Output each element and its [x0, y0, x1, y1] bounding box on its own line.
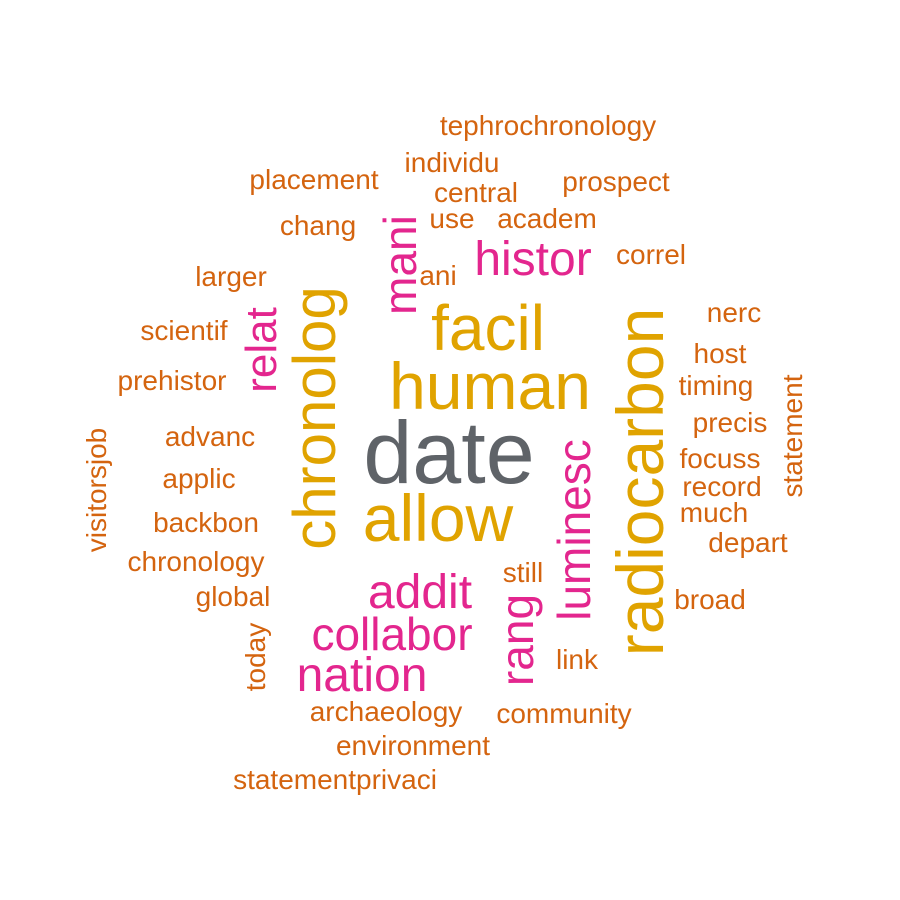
word-advanc: advanc [164, 421, 256, 452]
word-host: host [693, 338, 747, 369]
word-global: global [195, 581, 271, 612]
word-allow: allow [362, 481, 514, 555]
word-environment: environment [335, 730, 491, 761]
word-nation: nation [296, 649, 428, 702]
word-date: date [363, 403, 535, 502]
word-correl: correl [615, 239, 687, 270]
word-rang: rang [491, 593, 543, 687]
word-placement: placement [249, 164, 379, 195]
word-precis: precis [692, 407, 768, 438]
word-use: use [429, 203, 475, 234]
word-chang: chang [279, 210, 357, 241]
word-tephrochronology: tephrochronology [439, 110, 657, 141]
word-scientif: scientif [140, 315, 228, 346]
word-visitorsjob: visitorsjob [81, 427, 112, 553]
word-still: still [502, 557, 544, 588]
word-individu: individu [404, 147, 500, 178]
word-timing: timing [678, 370, 754, 401]
word-relat: relat [237, 307, 286, 393]
word-addit: addit [367, 566, 473, 619]
word-chronolog: chronolog [281, 286, 348, 550]
word-chronology: chronology [127, 546, 265, 577]
word-much: much [679, 497, 749, 528]
word-ani: ani [419, 260, 457, 291]
word-broad: broad [674, 584, 746, 615]
word-statementprivaci: statementprivaci [233, 764, 437, 795]
word-histor: histor [474, 233, 592, 286]
word-depart: depart [708, 527, 788, 558]
word-academ: academ [497, 203, 597, 234]
word-larger: larger [195, 261, 267, 292]
word-prehistor: prehistor [117, 365, 227, 396]
word-backbon: backbon [153, 507, 259, 538]
word-archaeology: archaeology [309, 696, 463, 727]
word-prospect: prospect [562, 166, 670, 197]
word-community: community [496, 698, 632, 729]
word-collabor: collabor [311, 608, 473, 660]
word-focuss: focuss [679, 443, 761, 474]
word-record: record [682, 471, 762, 502]
word-statement: statement [777, 374, 808, 498]
word-luminesc: luminesc [548, 439, 600, 621]
word-mani: mani [374, 215, 426, 315]
word-nerc: nerc [706, 297, 762, 328]
word-today: today [240, 622, 271, 692]
word-central: central [433, 177, 519, 208]
word-human: human [389, 349, 591, 423]
word-applic: applic [162, 463, 236, 494]
word-facil: facil [431, 292, 545, 364]
word-radiocarbon: radiocarbon [603, 307, 677, 657]
word-link: link [555, 644, 599, 675]
